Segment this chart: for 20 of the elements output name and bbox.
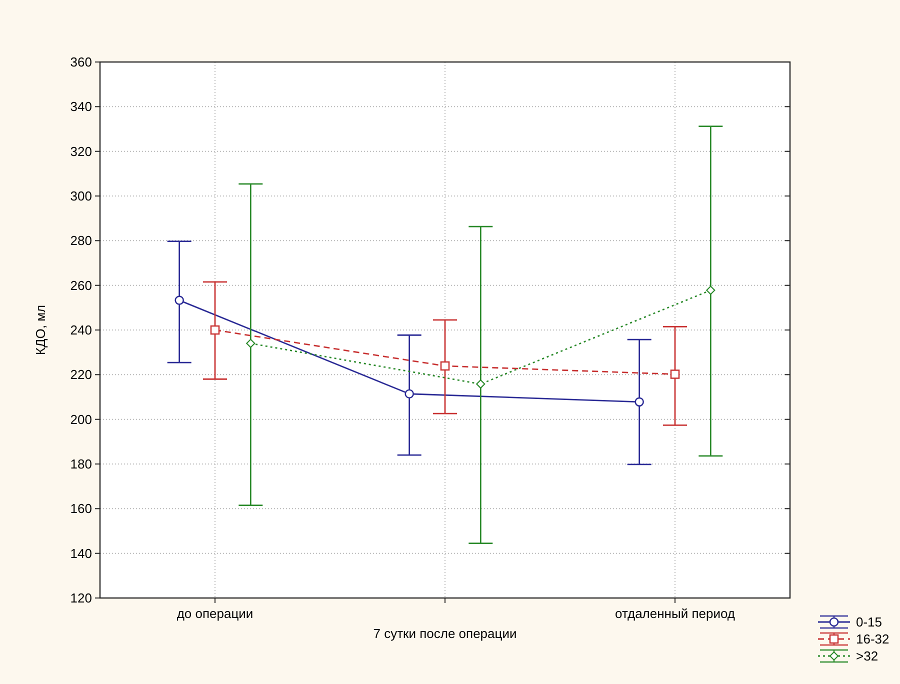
y-tick-label: 300 — [70, 188, 92, 204]
legend-label: 16-32 — [856, 632, 890, 647]
y-tick-label: 120 — [70, 590, 92, 606]
y-axis-title: КДО, мл — [33, 304, 48, 356]
y-tick-label: 220 — [70, 367, 92, 382]
y-tick-label: 320 — [70, 144, 92, 159]
y-tick-label: 340 — [70, 99, 92, 114]
x-tick-label: 7 сутки после операции — [373, 626, 517, 641]
y-tick-label: 360 — [70, 54, 92, 70]
y-tick-label: 140 — [70, 546, 92, 561]
y-tick-label: 160 — [70, 501, 92, 516]
y-tick-label: 240 — [70, 322, 92, 338]
y-tick-label: 260 — [70, 278, 92, 293]
x-tick-label: до операции — [176, 606, 254, 621]
y-tick-label: 200 — [70, 412, 92, 427]
legend-label: >32 — [856, 648, 878, 664]
y-tick-label: 180 — [70, 456, 92, 472]
legend-label: 0-15 — [856, 614, 882, 630]
y-tick-label: 280 — [70, 233, 92, 248]
x-tick-label: отдаленный период — [615, 606, 736, 621]
